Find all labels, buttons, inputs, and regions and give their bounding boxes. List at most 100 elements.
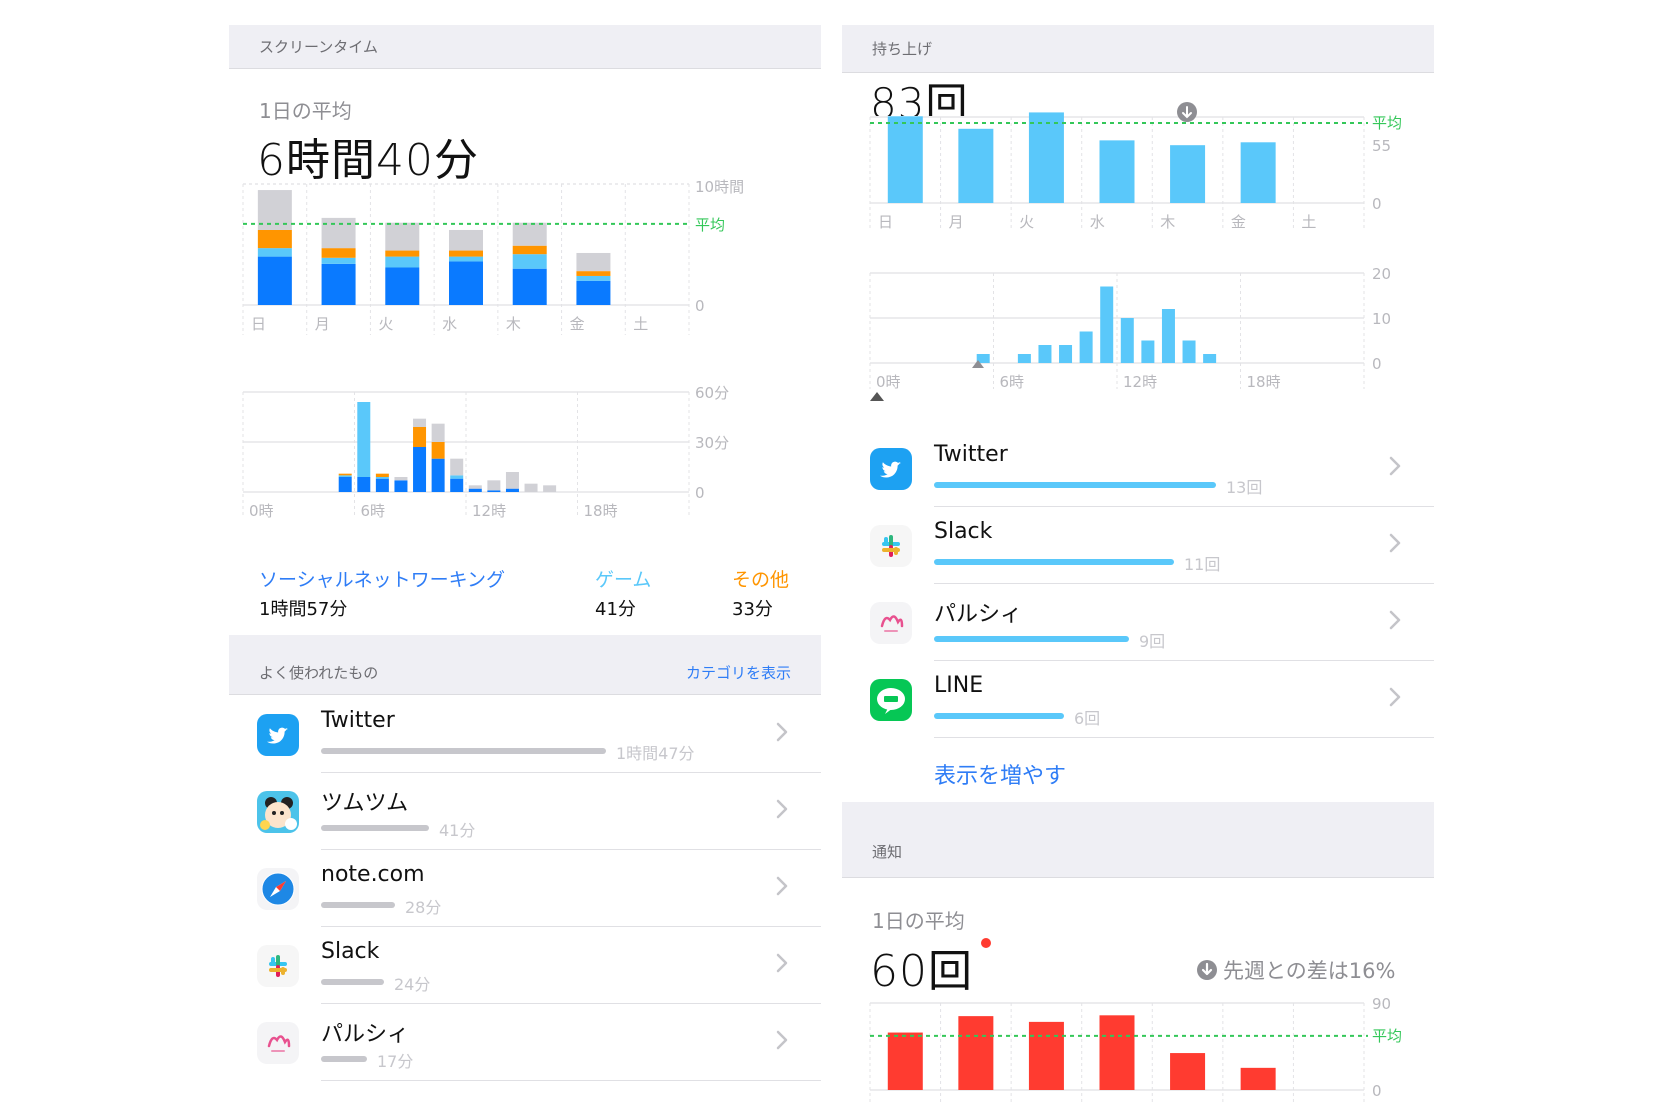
other-bar (449, 250, 483, 257)
app-row-palcy[interactable]: パルシィ 9回 (842, 584, 1434, 661)
pickup-bar (1059, 345, 1073, 363)
uncategorized-bar (512, 222, 547, 246)
day-tick-label: 木 (506, 315, 521, 333)
sns-bar (450, 478, 464, 492)
y-tick-label: 55 (1372, 137, 1391, 155)
app-row-slack[interactable]: Slack 11回 (842, 507, 1434, 584)
sns-bar (321, 263, 356, 305)
hour-tick-label: 6時 (361, 502, 386, 520)
sns-bar (413, 447, 427, 492)
other-bar (576, 271, 611, 276)
chevron-right-icon (776, 876, 788, 896)
category-label-other: その他 (732, 569, 790, 591)
app-name: Twitter (321, 708, 395, 733)
app-row-palcy[interactable]: パルシィ 17分 (229, 1004, 821, 1081)
app-row-slack[interactable]: Slack 24分 (229, 927, 821, 1004)
app-name: Slack (934, 519, 993, 544)
pickups-panel: 持ち上げ 83回 日月火水木金土平均 55 0 0時 6時 12時 18時 20 10 0 Tw… (842, 0, 1434, 1105)
sns-bar (576, 280, 611, 305)
other-bar (385, 250, 420, 257)
usage-value: 1時間47分 (616, 744, 695, 763)
day-tick-label: 火 (1019, 213, 1034, 231)
sns-bar (512, 268, 547, 305)
pickups-value: 83回 (870, 79, 969, 116)
y-tick-label: 60分 (695, 384, 729, 402)
game-bar (257, 248, 292, 257)
pickup-bar (887, 116, 923, 203)
chevron-right-icon (776, 1030, 788, 1050)
uncategorized-bar (394, 477, 408, 481)
notification-bar (1028, 1021, 1064, 1090)
app-row-tsumtsum[interactable]: ツムツム 41分 (229, 773, 821, 850)
pickup-bar (934, 636, 1129, 642)
triangle-marker (972, 360, 984, 368)
show-more-link[interactable]: 表示を増やす (934, 764, 1067, 789)
safari-icon (257, 868, 299, 910)
app-row-twitter[interactable]: Twitter 13回 (842, 430, 1434, 507)
pickup-bar (1017, 354, 1031, 363)
game-bar (375, 477, 389, 479)
pickup-bar (1099, 140, 1135, 203)
pickup-bar (1161, 309, 1175, 363)
show-categories-link[interactable]: カテゴリを表示 (685, 664, 791, 682)
uncategorized-bar (385, 222, 420, 251)
day-tick-label: 月 (949, 213, 964, 231)
twitter-icon (870, 448, 912, 490)
category-value-other: 33分 (732, 599, 773, 620)
pickup-bar (1170, 145, 1206, 203)
sns-bar (394, 480, 408, 492)
y-tick-label: 10 (1372, 310, 1391, 328)
other-bar (338, 473, 352, 476)
most-used-title: よく使われたもの (259, 664, 379, 682)
chevron-right-icon (1389, 456, 1401, 476)
usage-bar (321, 825, 429, 831)
pickup-bar (1038, 345, 1052, 363)
tsumtsum-icon (257, 791, 299, 833)
app-row-line[interactable]: LINE 6回 (842, 661, 1434, 738)
chevron-right-icon (1389, 610, 1401, 630)
triangle-marker (870, 392, 884, 401)
app-name: ツムツム (321, 791, 409, 816)
uncategorized-bar (450, 458, 464, 476)
notification-bar (887, 1032, 923, 1090)
week-diff-text: 先週との差は16% (1223, 959, 1396, 983)
average-label: 平均 (695, 216, 725, 234)
daily-average-label: 1日の平均 (259, 99, 352, 123)
pickup-count: 6回 (1074, 709, 1101, 728)
notification-bar (1099, 1015, 1135, 1090)
pickup-bar (934, 713, 1064, 719)
screen-time-header: スクリーンタイム (229, 25, 821, 69)
game-bar (512, 254, 547, 269)
y-max-label: 10時間 (695, 178, 744, 196)
app-name: Slack (321, 939, 380, 964)
y-tick-label: 30分 (695, 434, 729, 452)
pickup-bar (934, 482, 1216, 488)
other-bar (257, 229, 292, 249)
pickup-bar (1240, 142, 1276, 203)
notifications-average-label: 1日の平均 (872, 909, 965, 933)
other-bar (375, 473, 389, 477)
hour-tick-label: 0時 (876, 373, 901, 391)
uncategorized-bar (449, 229, 483, 251)
app-name: Twitter (934, 442, 1008, 467)
sns-bar (257, 256, 292, 305)
week-diff: 先週との差は16% (1197, 955, 1395, 985)
palcy-icon (257, 1022, 299, 1064)
day-tick-label: 土 (1301, 213, 1316, 231)
day-tick-label: 金 (1231, 213, 1246, 231)
y-max-label: 90 (1372, 995, 1391, 1013)
chevron-right-icon (1389, 687, 1401, 707)
usage-value: 17分 (377, 1052, 414, 1071)
app-name: パルシィ (321, 1022, 410, 1047)
row-divider (934, 583, 1434, 584)
day-tick-label: 日 (878, 213, 893, 231)
y-tick-label: 0 (695, 484, 705, 502)
app-row-note[interactable]: note.com 28分 (229, 850, 821, 927)
uncategorized-bar (524, 483, 538, 492)
usage-value: 28分 (405, 898, 442, 917)
game-bar (338, 475, 352, 477)
row-divider (321, 1003, 821, 1004)
app-row-twitter[interactable]: Twitter 1時間47分 (229, 696, 821, 773)
hour-tick-label: 12時 (1123, 373, 1157, 391)
day-tick-label: 金 (570, 315, 585, 333)
